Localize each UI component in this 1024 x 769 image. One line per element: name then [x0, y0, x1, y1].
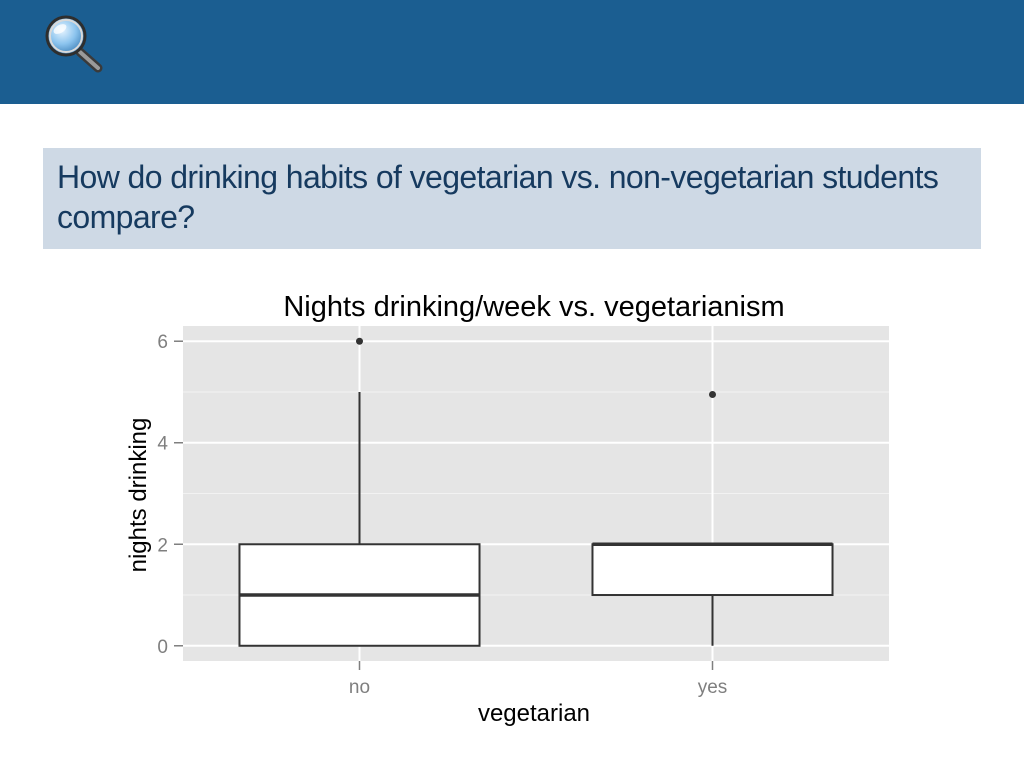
magnifier-icon [45, 15, 103, 73]
x-tick-label: yes [698, 677, 728, 698]
x-axis-label: vegetarian [478, 700, 590, 727]
box-rect [591, 543, 834, 597]
box-yes [591, 391, 834, 646]
x-axis: no yes [349, 661, 727, 698]
box-no [238, 337, 481, 647]
chart-title: Nights drinking/week vs. vegetarianism [283, 291, 784, 323]
y-axis: 0 2 4 6 [157, 332, 183, 658]
y-tick-label: 4 [157, 434, 168, 455]
question-box: How do drinking habits of vegetarian vs.… [43, 148, 981, 249]
x-tick-label: no [349, 677, 370, 698]
y-tick-label: 2 [157, 535, 168, 556]
header-bar [0, 0, 1024, 104]
y-tick-label: 0 [157, 637, 168, 658]
outlier-point [709, 391, 716, 399]
y-axis-label: nights drinking [125, 418, 152, 573]
boxes [238, 337, 834, 647]
outlier-point [356, 337, 363, 345]
question-text: How do drinking habits of vegetarian vs.… [57, 159, 939, 235]
y-tick-label: 6 [157, 332, 168, 353]
